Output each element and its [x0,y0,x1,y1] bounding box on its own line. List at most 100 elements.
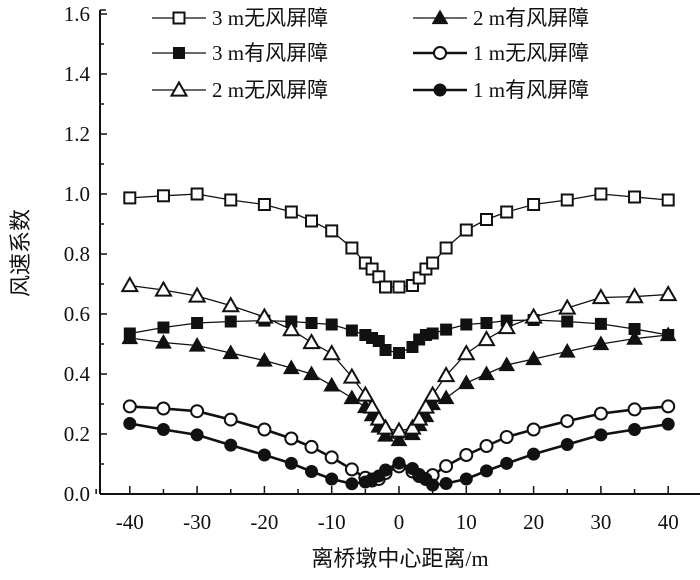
data-point-filled-triangle [188,336,206,352]
data-point-filled-square [379,344,392,356]
data-point-filled-square [372,335,385,347]
data-point-filled-square [480,317,493,329]
data-point-filled-circle [479,464,493,478]
data-point-open-triangle [282,320,301,337]
y-axis-title: 风速系数 [8,209,33,297]
data-point-filled-square [191,317,204,329]
data-point-filled-square [393,347,405,359]
data-point-open-square [190,187,204,201]
data-point-open-triangle [416,397,436,414]
data-point-filled-square [224,315,237,328]
data-point-open-triangle [436,365,456,383]
x-tick-label: -20 [250,510,278,534]
data-point-open-square [156,189,170,203]
y-tick-label: 1.4 [64,62,91,86]
data-point-open-circle [499,430,514,444]
data-point-open-triangle [423,385,442,402]
data-point-open-square [392,280,406,294]
y-tick-label: 0.6 [64,302,90,326]
x-axis-title: 离桥墩中心距离/m [311,546,488,571]
data-point-filled-square [123,327,136,340]
data-point-open-circle [257,422,272,437]
data-point-open-square [412,271,426,285]
legend-marker-filled-square [173,47,185,59]
data-point-open-triangle [625,287,644,304]
data-point-open-triangle [369,409,389,426]
legend-marker-filled-circle [433,83,447,97]
data-point-filled-triangle [155,333,172,349]
data-point-open-square [123,191,137,205]
data-point-filled-circle [426,478,440,492]
data-point-filled-triangle [256,351,273,367]
data-point-open-square [345,241,359,255]
data-point-open-triangle [658,284,678,302]
data-point-filled-square [440,323,453,336]
y-tick-label: 1.0 [64,182,90,206]
data-point-open-triangle [389,421,409,438]
x-tick-label: 20 [523,510,544,534]
x-tick-label: -40 [116,510,144,534]
x-tick-label: -30 [183,510,211,534]
data-point-filled-square [460,318,473,331]
data-point-open-triangle [403,418,422,435]
data-point-open-circle [223,412,238,427]
data-point-filled-circle [439,477,453,490]
data-point-open-triangle [322,344,341,361]
data-point-open-circle [439,459,454,474]
data-point-filled-circle [527,447,541,461]
data-point-filled-circle [224,438,238,452]
data-point-open-triangle [356,385,375,402]
data-point-filled-circle [392,456,406,470]
data-point-filled-circle [123,417,137,430]
data-point-filled-square [628,323,641,335]
data-point-filled-square [157,321,170,334]
data-point-open-triangle [409,409,429,426]
data-point-open-circle [479,439,494,453]
data-point-open-square [224,193,238,207]
data-point-filled-circle [305,465,319,478]
data-point-filled-triangle [343,389,361,405]
data-point-open-circle [344,462,359,477]
data-point-open-square [661,193,675,207]
data-point-open-triangle [342,367,362,384]
data-point-open-square [628,190,642,204]
data-point-filled-circle [661,417,675,431]
legend: 3 m无风屏障 2 m有风屏障 3 m有风屏障 1 m无风屏障 2 m无风屏障 1 m有风… [152,6,589,102]
data-point-open-circle [190,404,205,419]
data-point-open-circle [284,431,299,446]
data-point-open-circle [526,422,541,437]
legend-item: 1 m无风屏障 [413,41,589,65]
y-tick-label: 1.2 [64,122,90,146]
data-point-filled-circle [345,477,359,491]
data-point-open-square [500,205,514,219]
data-point-filled-triangle [498,356,516,372]
data-point-filled-square [594,317,607,330]
series-open-triangle [120,275,678,438]
data-point-open-square [426,256,440,270]
data-point-filled-square [426,327,439,340]
data-point-filled-triangle [303,365,320,381]
data-point-filled-triangle [457,374,475,390]
data-point-open-circle [459,448,474,462]
data-point-open-triangle [524,307,543,324]
data-point-filled-triangle [390,431,408,447]
data-point-open-square [527,198,541,211]
y-tick-label: 1.6 [64,2,90,26]
legend-marker-filled-triangle [431,9,449,25]
legend-label: 1 m无风屏障 [473,41,589,65]
data-point-filled-triangle [592,335,610,351]
series-filled-square [123,314,675,359]
data-point-open-square [459,223,473,237]
data-point-filled-circle [500,456,514,470]
data-point-open-square [379,280,393,294]
data-point-filled-square [305,317,318,329]
data-point-filled-circle [325,472,339,486]
data-point-open-triangle [255,307,274,324]
data-point-open-triangle [457,344,476,361]
data-point-open-triangle [302,332,321,350]
data-point-open-square [284,205,298,219]
data-point-open-triangle [120,275,140,293]
data-point-open-circle [627,402,642,417]
data-point-open-square [594,187,608,201]
y-tick-label: 0.2 [64,422,90,446]
